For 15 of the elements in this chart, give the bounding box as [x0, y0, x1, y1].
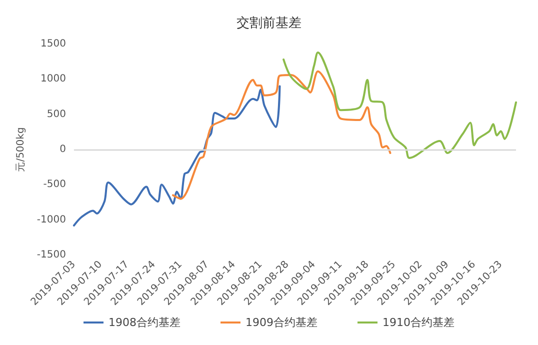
- y-axis-title: 元/500kg: [16, 127, 26, 172]
- y-tick-label: -500: [43, 179, 66, 190]
- legend-label: 1908合约基差: [108, 316, 181, 329]
- y-tick-label: 500: [46, 108, 66, 120]
- legend-label: 1910合约基差: [382, 316, 454, 329]
- y-tick-label: 1000: [40, 74, 66, 85]
- y-tick-label: -1500: [36, 250, 66, 260]
- y-tick-label: 1500: [40, 38, 66, 50]
- line-series: [172, 70, 392, 200]
- line-series: [282, 51, 517, 159]
- line-series: [72, 85, 281, 226]
- y-tick-label: 0: [60, 144, 66, 155]
- y-tick-label: -1000: [36, 214, 66, 226]
- chart-title: 交割前基差: [236, 15, 302, 31]
- legend-label: 1909合约基差: [246, 316, 318, 329]
